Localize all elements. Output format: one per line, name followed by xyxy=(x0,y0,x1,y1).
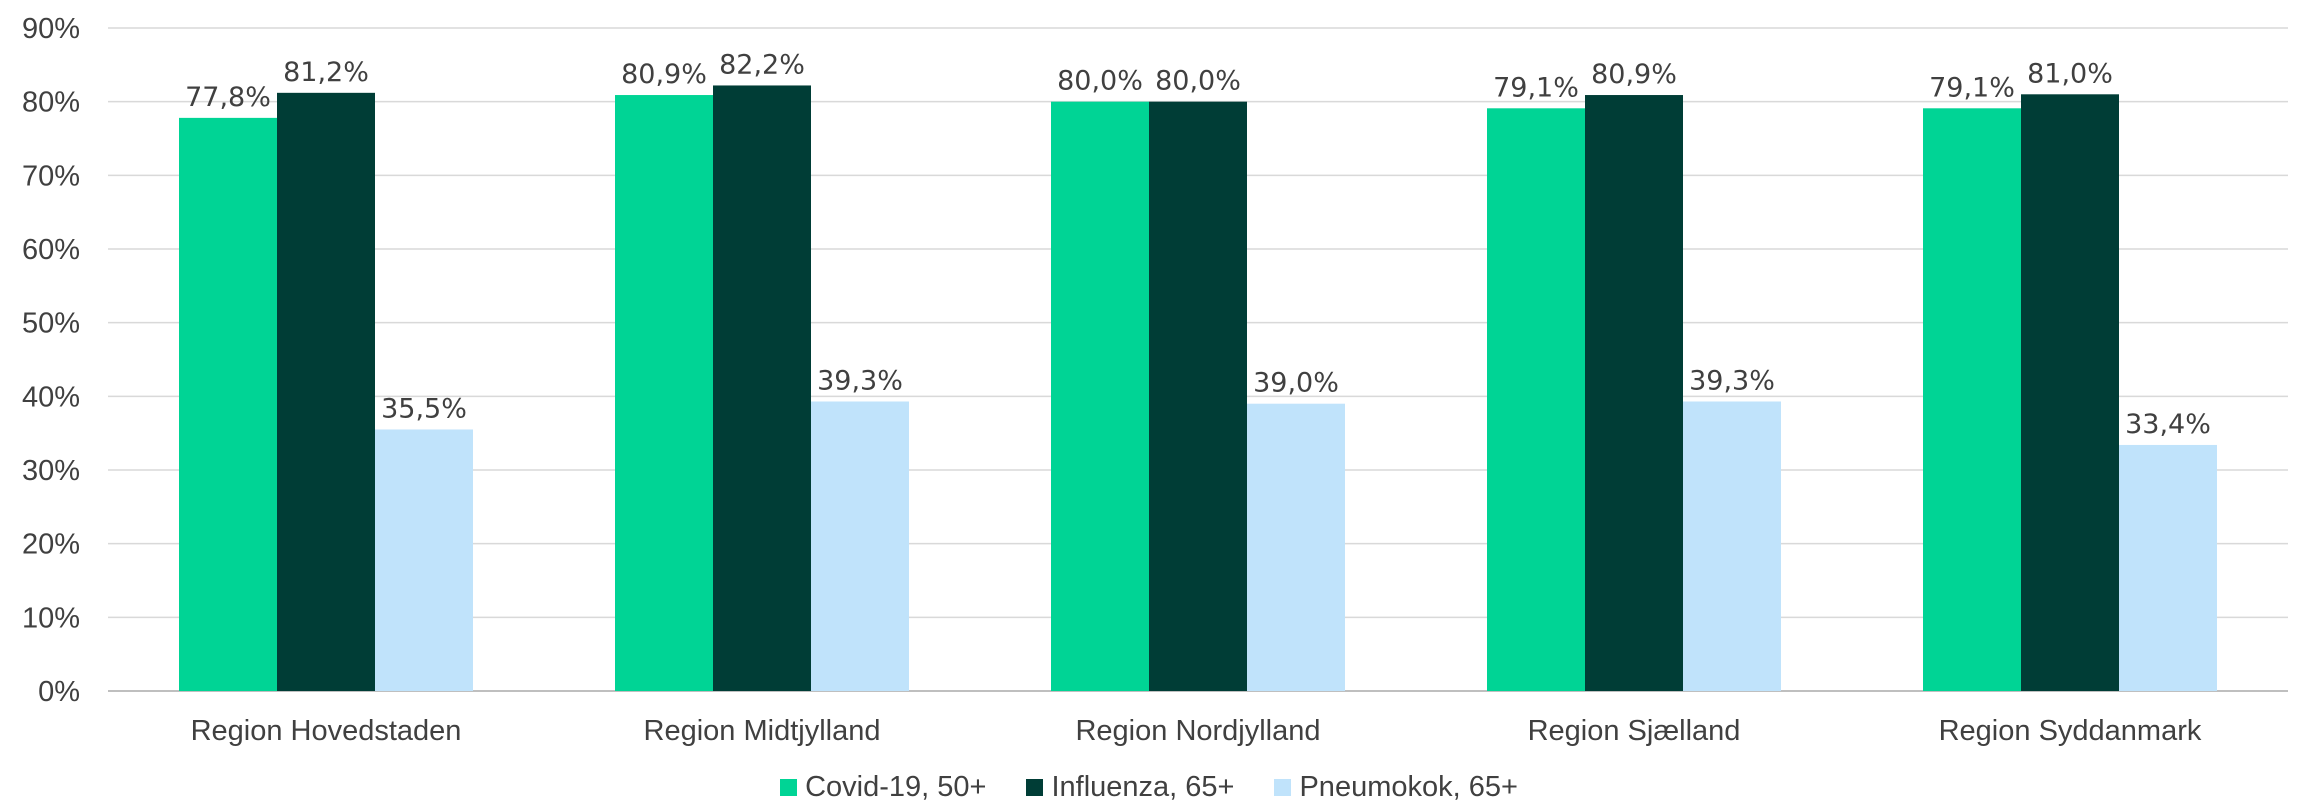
bar xyxy=(1585,95,1683,691)
y-tick-label: 50% xyxy=(22,308,80,340)
x-tick-label: Region Hovedstaden xyxy=(191,715,462,747)
data-labels: 77,8% 81,2% 35,5% 80,9% 82,2% 39,3% 80,0% 80,0%… xyxy=(185,49,2211,439)
bar xyxy=(375,429,473,691)
data-label: 81,0% xyxy=(2027,58,2113,89)
bar xyxy=(811,401,909,691)
data-label: 35,5% xyxy=(381,393,467,424)
y-tick-label: 80% xyxy=(22,87,80,119)
x-tick-label: Region Nordjylland xyxy=(1075,715,1320,747)
y-tick-label: 70% xyxy=(22,160,80,192)
bar xyxy=(1923,108,2021,691)
data-label: 33,4% xyxy=(2125,409,2211,440)
data-label: 39,0% xyxy=(1253,368,1339,399)
y-tick-label: 30% xyxy=(22,455,80,487)
bar xyxy=(2119,444,2217,691)
bars xyxy=(179,85,2217,692)
bar xyxy=(615,95,713,691)
legend-label-covid: Covid-19, 50+ xyxy=(805,770,987,803)
bar xyxy=(179,117,277,691)
data-label: 80,0% xyxy=(1057,66,1143,97)
legend: Covid-19, 50+ Influenza, 65+ Pneumokok, … xyxy=(0,770,2298,804)
data-label: 80,9% xyxy=(1591,59,1677,90)
legend-swatch-covid xyxy=(780,778,798,796)
data-label: 80,9% xyxy=(621,59,707,90)
data-label: 81,2% xyxy=(283,57,369,88)
y-tick-label: 20% xyxy=(22,529,80,561)
legend-item-covid: Covid-19, 50+ xyxy=(780,771,986,804)
x-tick-label: Region Sjælland xyxy=(1528,715,1741,747)
bar xyxy=(1247,403,1345,691)
y-tick-label: 10% xyxy=(22,602,80,634)
data-label: 80,0% xyxy=(1155,66,1241,97)
bar xyxy=(1683,401,1781,691)
data-label: 39,3% xyxy=(1689,365,1775,396)
legend-item-pneumokok: Pneumokok, 65+ xyxy=(1274,770,1518,804)
x-tick-label: Region Midtjylland xyxy=(644,715,881,747)
legend-swatch-influenza xyxy=(1026,778,1044,796)
bar xyxy=(277,92,375,692)
x-axis: Region Hovedstaden Region Midtjylland Regi… xyxy=(191,715,2202,747)
legend-label-influenza: Influenza, 65+ xyxy=(1051,770,1235,803)
data-label: 77,8% xyxy=(185,82,271,113)
legend-swatch-pneumokok xyxy=(1274,778,1292,796)
y-tick-label: 40% xyxy=(22,381,80,413)
data-label: 82,2% xyxy=(719,49,805,80)
bar xyxy=(713,85,811,691)
y-tick-label: 90% xyxy=(22,13,80,45)
data-label: 79,1% xyxy=(1493,72,1579,103)
data-label: 39,3% xyxy=(817,365,903,396)
bar xyxy=(1051,101,1149,691)
legend-label-pneumokok: Pneumokok, 65+ xyxy=(1299,770,1518,803)
data-label: 79,1% xyxy=(1929,72,2015,103)
y-axis: 0% 10% 20% 30% 40% 50% 60% 70% 80% 90% xyxy=(22,13,80,708)
legend-item-influenza: Influenza, 65+ xyxy=(1026,771,1234,804)
bar xyxy=(1487,108,1585,691)
y-tick-label: 60% xyxy=(22,234,80,266)
x-tick-label: Region Syddanmark xyxy=(1939,715,2202,747)
bar xyxy=(2021,94,2119,692)
bar xyxy=(1149,101,1247,691)
y-tick-label: 0% xyxy=(38,676,80,708)
